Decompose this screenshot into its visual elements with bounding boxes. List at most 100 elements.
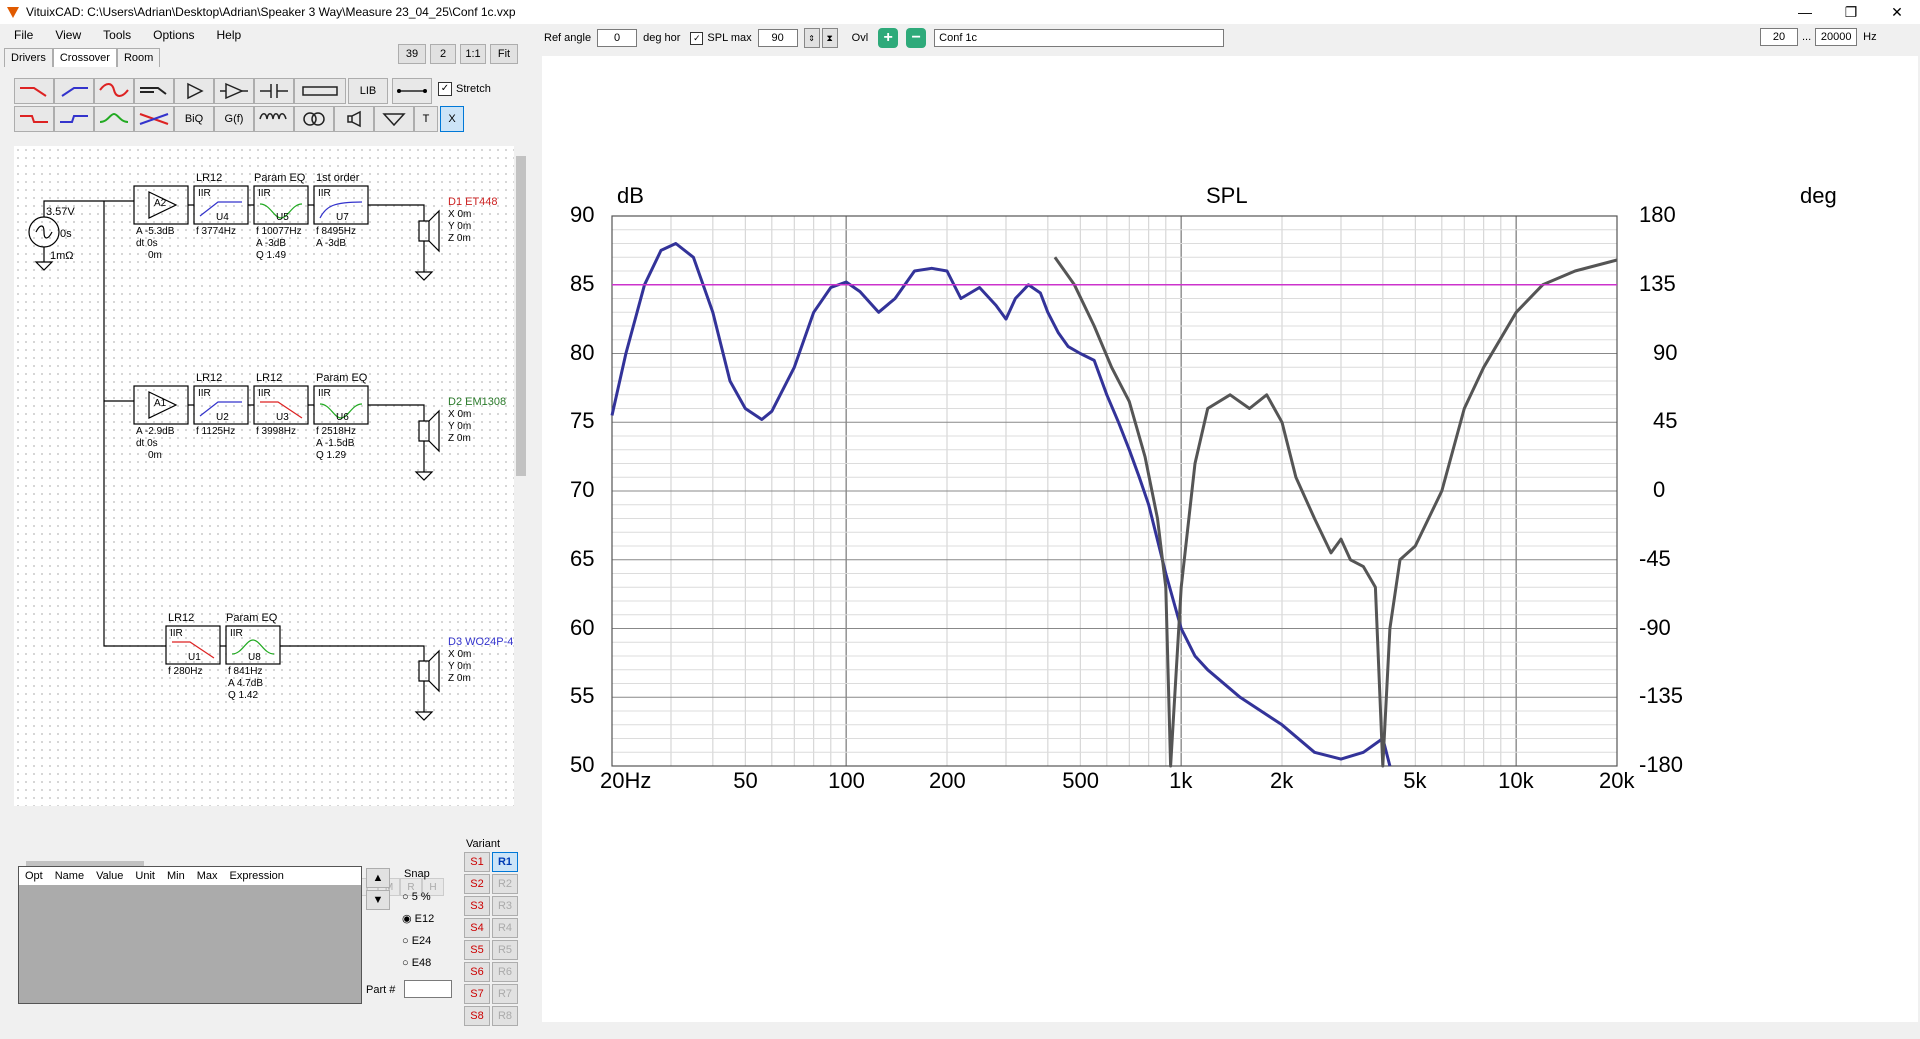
stretch-checkbox[interactable]: ✓ Stretch bbox=[438, 82, 491, 96]
menu-file[interactable]: File bbox=[0, 28, 41, 42]
maximize-button[interactable]: ❐ bbox=[1828, 0, 1874, 24]
tab-room[interactable]: Room bbox=[117, 48, 160, 67]
menu-view[interactable]: View bbox=[41, 28, 89, 42]
variant-s1[interactable]: S1 bbox=[464, 852, 490, 872]
tab-crossover[interactable]: Crossover bbox=[53, 48, 117, 67]
parameter-table[interactable]: Opt Name Value Unit Min Max Expression bbox=[18, 866, 362, 1004]
frequency-range-control: 20 ... 20000 Hz bbox=[1760, 28, 1877, 46]
resistor-tool[interactable] bbox=[294, 78, 346, 104]
variant-s6[interactable]: S6 bbox=[464, 962, 490, 982]
minimize-button[interactable]: — bbox=[1782, 0, 1828, 24]
splmax-label: SPL max bbox=[707, 32, 751, 44]
add-overlay-button[interactable]: + bbox=[878, 28, 898, 48]
variant-r6[interactable]: R6 bbox=[492, 962, 518, 982]
menu-tools[interactable]: Tools bbox=[89, 28, 139, 42]
capacitor-icon bbox=[258, 82, 290, 100]
variant-r4[interactable]: R4 bbox=[492, 918, 518, 938]
remove-overlay-button[interactable]: − bbox=[906, 28, 926, 48]
snap-option-label: E12 bbox=[415, 913, 435, 925]
config-name-input[interactable]: Conf 1c bbox=[934, 29, 1224, 47]
tab-drivers[interactable]: Drivers bbox=[4, 48, 53, 67]
splmax-input[interactable]: 90 bbox=[758, 29, 798, 47]
snap-option-e12[interactable]: ◉ E12 bbox=[402, 908, 434, 930]
wire-tool[interactable] bbox=[392, 78, 432, 104]
text-button[interactable]: T bbox=[414, 106, 438, 132]
peq-green-tool[interactable] bbox=[94, 106, 134, 132]
block-id: U6 bbox=[336, 412, 349, 423]
schematic-canvas[interactable]: 3.57V 0s 1mΩ A2 A -5.3dB dt 0s 0m LR12 I… bbox=[14, 146, 514, 806]
variant-s2[interactable]: S2 bbox=[464, 874, 490, 894]
ref-angle-input[interactable]: 0 bbox=[597, 29, 637, 47]
menu-help[interactable]: Help bbox=[203, 28, 250, 42]
inductor-tool[interactable] bbox=[254, 106, 294, 132]
lowpass-step-tool[interactable] bbox=[14, 106, 54, 132]
gf-button[interactable]: G(f) bbox=[214, 106, 254, 132]
x-button[interactable]: X bbox=[440, 106, 464, 132]
variant-s8[interactable]: S8 bbox=[464, 1006, 490, 1026]
param-f: f 10077Hz bbox=[256, 226, 302, 238]
fmin-input[interactable]: 20 bbox=[1760, 28, 1798, 46]
variant-s3[interactable]: S3 bbox=[464, 896, 490, 916]
variant-r8[interactable]: R8 bbox=[492, 1006, 518, 1026]
zoom-2-button[interactable]: 2 bbox=[430, 44, 456, 64]
part-number-input[interactable] bbox=[404, 980, 452, 998]
variant-s5[interactable]: S5 bbox=[464, 940, 490, 960]
source-impedance: 1mΩ bbox=[50, 250, 74, 262]
x-tick-label: 20k bbox=[1599, 768, 1634, 794]
lib-button[interactable]: LIB bbox=[348, 78, 388, 104]
variant-r1[interactable]: R1 bbox=[492, 852, 518, 872]
move-down-button[interactable]: ▼ bbox=[366, 890, 390, 910]
lowpass-red-tool[interactable] bbox=[14, 78, 54, 104]
variant-r7[interactable]: R7 bbox=[492, 984, 518, 1004]
variant-r3[interactable]: R3 bbox=[492, 896, 518, 916]
highpass-step-tool[interactable] bbox=[54, 106, 94, 132]
menu-bar: File View Tools Options Help bbox=[0, 24, 249, 46]
vertical-scrollbar[interactable] bbox=[514, 146, 528, 858]
gain-tool[interactable] bbox=[214, 78, 254, 104]
move-up-button[interactable]: ▲ bbox=[366, 868, 390, 888]
snap-option-5pct[interactable]: ○ 5 % bbox=[402, 886, 434, 908]
variant-r5[interactable]: R5 bbox=[492, 940, 518, 960]
fmax-input[interactable]: 20000 bbox=[1815, 28, 1857, 46]
block-head: LR12 bbox=[168, 612, 194, 624]
highpass-blue-tool[interactable] bbox=[54, 78, 94, 104]
splmax-checkbox[interactable]: ✓ bbox=[690, 32, 703, 45]
scroll-thumb[interactable] bbox=[516, 156, 526, 476]
splmax-spin-icon[interactable]: ⇕ bbox=[804, 28, 820, 48]
ground-tool[interactable] bbox=[374, 106, 414, 132]
driver-pos: X 0m Y 0m Z 0m bbox=[448, 649, 471, 685]
snap-label: Snap bbox=[404, 868, 430, 880]
driver-z: Z 0m bbox=[448, 673, 471, 685]
transformer-icon bbox=[298, 110, 330, 128]
y-tick-label-left: 65 bbox=[570, 546, 594, 572]
spl-chart[interactable]: dB SPL deg 20Hz 50 100 200 500 1k 2k 5k 10k 20k 90… bbox=[542, 56, 1918, 1022]
zoom-fit-button[interactable]: Fit bbox=[490, 44, 518, 64]
allpass-red-tool[interactable] bbox=[94, 78, 134, 104]
param-q: Q 1.49 bbox=[256, 250, 302, 262]
driver-tool[interactable] bbox=[334, 106, 374, 132]
capacitor-tool[interactable] bbox=[254, 78, 294, 104]
menu-options[interactable]: Options bbox=[139, 28, 202, 42]
variant-s4[interactable]: S4 bbox=[464, 918, 490, 938]
driver-x: X 0m bbox=[448, 209, 471, 221]
variant-s7[interactable]: S7 bbox=[464, 984, 490, 1004]
variant-r2[interactable]: R2 bbox=[492, 874, 518, 894]
shelf-tool[interactable] bbox=[134, 78, 174, 104]
buffer-tool[interactable] bbox=[174, 78, 214, 104]
window-title: VituixCAD: C:\Users\Adrian\Desktop\Adria… bbox=[26, 5, 516, 19]
y-axis-label-left: dB bbox=[617, 183, 644, 209]
param-q: Q 1.29 bbox=[316, 450, 356, 462]
transformer-tool[interactable] bbox=[294, 106, 334, 132]
driver-x: X 0m bbox=[448, 649, 471, 661]
zoom-1to1-button[interactable]: 1:1 bbox=[460, 44, 486, 64]
splmax-auto-icon[interactable]: ⧗ bbox=[822, 28, 838, 48]
cross-tool[interactable] bbox=[134, 106, 174, 132]
buffer-triangle-icon bbox=[178, 82, 210, 100]
zoom-39-button[interactable]: 39 bbox=[398, 44, 426, 64]
close-button[interactable]: ✕ bbox=[1874, 0, 1920, 24]
biq-button[interactable]: BiQ bbox=[174, 106, 214, 132]
y-tick-label-right: 135 bbox=[1639, 271, 1676, 297]
snap-option-e48[interactable]: ○ E48 bbox=[402, 952, 434, 974]
plus-icon: + bbox=[883, 29, 892, 47]
snap-option-e24[interactable]: ○ E24 bbox=[402, 930, 434, 952]
